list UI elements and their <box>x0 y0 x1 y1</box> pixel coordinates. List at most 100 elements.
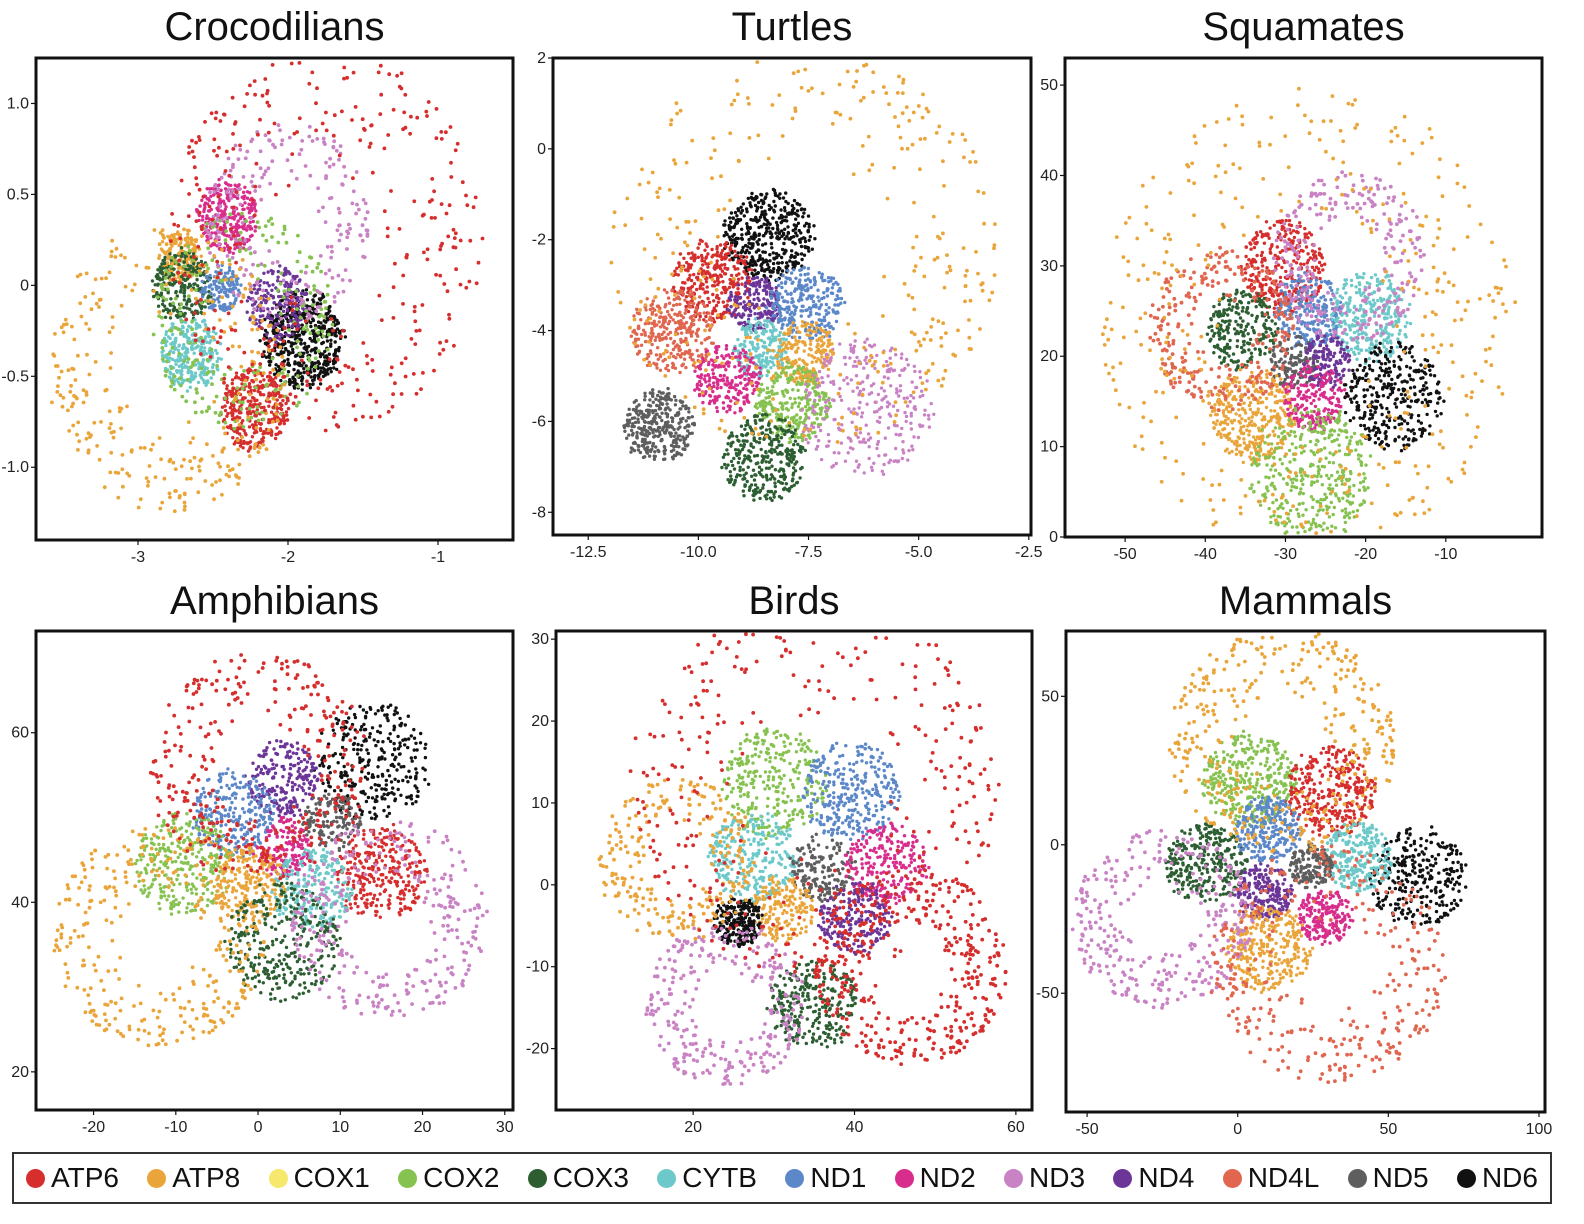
scatter-point <box>836 303 840 307</box>
scatter-point <box>108 470 113 475</box>
scatter-point <box>297 400 301 405</box>
scatter-point <box>771 310 775 314</box>
scatter-point <box>223 431 228 436</box>
scatter-point <box>825 294 830 298</box>
scatter-point <box>160 346 165 350</box>
scatter-point <box>322 362 326 367</box>
scatter-point <box>213 410 218 415</box>
scatter-point <box>185 240 189 244</box>
scatter-point <box>209 376 213 380</box>
scatter-point <box>740 237 744 241</box>
scatter-point <box>142 446 147 450</box>
scatter-point <box>293 360 297 364</box>
scatter-point <box>293 381 297 385</box>
scatter-point <box>438 247 443 252</box>
scatter-point <box>800 257 804 262</box>
scatter-point <box>214 234 219 239</box>
scatter-point <box>335 228 340 233</box>
scatter-point <box>286 339 291 344</box>
scatter-point <box>66 408 70 413</box>
scatter-point <box>374 399 379 404</box>
scatter-point <box>327 164 332 169</box>
scatter-point <box>779 255 784 260</box>
scatter-point <box>194 387 199 391</box>
scatter-point <box>303 341 307 346</box>
scatter-point <box>279 307 283 311</box>
scatter-point <box>245 441 250 446</box>
scatter-point <box>238 241 243 246</box>
scatter-point <box>176 348 181 353</box>
scatter-point <box>806 214 811 218</box>
scatter-point <box>667 319 672 324</box>
scatter-point <box>169 366 174 371</box>
scatter-point <box>231 436 235 440</box>
scatter-point <box>199 370 204 375</box>
scatter-point <box>442 282 447 286</box>
scatter-point <box>329 255 333 260</box>
scatter-point <box>318 354 323 359</box>
scatter-point <box>243 382 247 387</box>
scatter-point <box>679 338 683 343</box>
scatter-point <box>193 371 198 375</box>
scatter-point <box>773 191 777 195</box>
scatter-point <box>170 379 175 384</box>
scatter-point <box>764 279 769 283</box>
scatter-point <box>158 265 162 269</box>
scatter-point <box>444 211 449 216</box>
scatter-point <box>254 209 258 213</box>
scatter-point <box>226 156 231 161</box>
scatter-point <box>241 425 246 429</box>
scatter-point <box>112 429 116 434</box>
scatter-point <box>69 383 73 388</box>
scatter-point <box>754 330 758 335</box>
scatter-point <box>218 226 223 231</box>
scatter-point <box>331 144 336 149</box>
scatter-point <box>653 322 657 326</box>
scatter-point <box>808 235 812 239</box>
scatter-point <box>208 234 213 238</box>
scatter-point <box>190 466 194 471</box>
scatter-point <box>225 196 229 200</box>
scatter-point <box>262 350 266 354</box>
scatter-point <box>85 352 89 357</box>
scatter-point <box>336 273 341 278</box>
scatter-point <box>264 238 269 243</box>
scatter-point <box>214 394 219 399</box>
scatter-point <box>257 225 261 230</box>
scatter-point <box>365 354 369 358</box>
scatter-point <box>798 203 802 207</box>
scatter-point <box>267 339 272 343</box>
scatter-point <box>399 361 404 366</box>
scatter-point <box>267 374 271 379</box>
scatter-point <box>792 312 796 317</box>
scatter-point <box>180 252 184 256</box>
scatter-point <box>438 340 442 345</box>
scatter-point <box>186 214 191 219</box>
scatter-point <box>433 216 437 220</box>
scatter-point <box>752 281 756 285</box>
scatter-point <box>238 147 243 152</box>
scatter-point <box>146 483 150 488</box>
y-tick-label: -0.5 <box>1 368 29 385</box>
scatter-point <box>211 363 215 367</box>
scatter-point <box>104 276 108 281</box>
scatter-point <box>200 410 204 414</box>
scatter-point <box>455 141 460 146</box>
scatter-point <box>283 284 287 288</box>
scatter-point <box>204 275 209 280</box>
scatter-point <box>733 267 737 271</box>
scatter-point <box>757 232 762 236</box>
scatter-point <box>232 426 237 431</box>
scatter-point <box>316 330 320 335</box>
scatter-point <box>206 240 211 245</box>
scatter-point <box>750 236 755 241</box>
scatter-point <box>76 353 80 358</box>
scatter-point <box>707 300 712 304</box>
scatter-point <box>736 337 740 342</box>
scatter-point <box>202 346 207 350</box>
scatter-point <box>314 309 319 314</box>
scatter-point <box>235 282 239 286</box>
scatter-point <box>157 436 162 440</box>
scatter-point <box>438 273 443 278</box>
scatter-point <box>770 246 774 250</box>
